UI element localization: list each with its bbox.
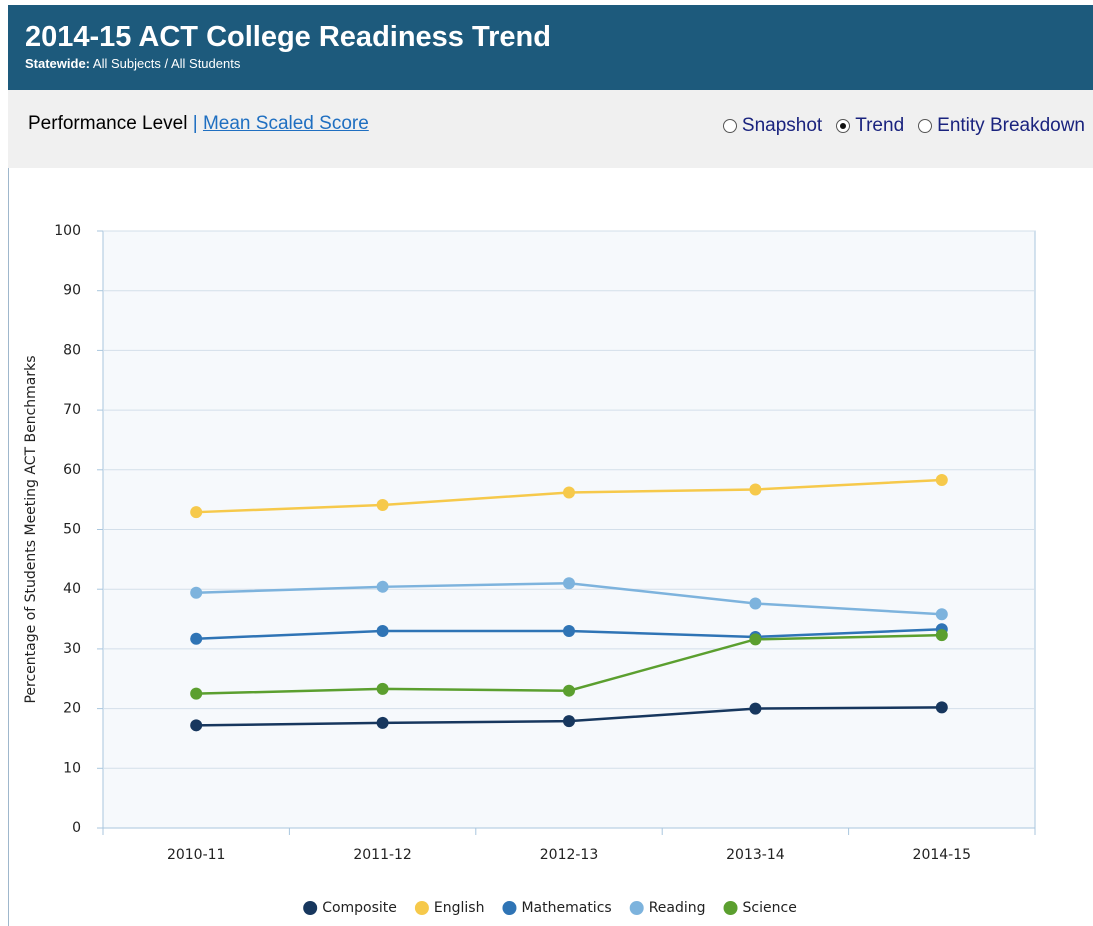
- data-point: [935, 629, 948, 642]
- y-tick-label: 60: [63, 462, 81, 478]
- y-tick-label: 50: [63, 522, 81, 538]
- data-point: [190, 632, 203, 645]
- data-point: [190, 586, 203, 599]
- radio-label[interactable]: Entity Breakdown: [937, 115, 1085, 136]
- data-point: [563, 577, 575, 590]
- legend-label: Science: [743, 900, 797, 916]
- legend-marker: [414, 901, 429, 915]
- data-point: [749, 633, 762, 646]
- legend: Composite English Mathematics Reading Scienc…: [303, 900, 797, 916]
- data-point: [563, 684, 575, 697]
- radio-option[interactable]: Entity Breakdown: [918, 115, 1085, 137]
- legend-label: English: [434, 900, 485, 916]
- frame-edge: [8, 168, 9, 926]
- legend-label: Composite: [322, 900, 397, 916]
- y-axis-label: Percentage of Students Meeting ACT Bench…: [23, 355, 39, 703]
- radio-dot[interactable]: [918, 119, 933, 133]
- subtitle: Statewide: All Subjects / All Students: [25, 56, 240, 71]
- data-point: [749, 597, 762, 610]
- view-links: Performance Level | Mean Scaled Score: [28, 113, 369, 135]
- data-point: [563, 715, 575, 728]
- radio-group: Snapshot Trend Entity Breakdown: [722, 115, 1085, 137]
- y-tick-label: 80: [63, 342, 81, 358]
- x-tick-label: 2010-11: [167, 847, 226, 863]
- x-tick-label: 2011-12: [353, 847, 412, 863]
- y-tick-label: 90: [63, 283, 81, 299]
- y-tick-label: 20: [63, 701, 81, 717]
- data-point: [935, 608, 948, 621]
- legend-marker: [502, 901, 517, 915]
- legend-marker: [303, 901, 318, 915]
- y-tick-label: 40: [63, 581, 81, 597]
- radio-option[interactable]: Snapshot: [722, 115, 823, 137]
- y-tick-label: 0: [72, 820, 81, 836]
- data-point: [376, 682, 389, 695]
- x-tick-label: 2012-13: [540, 847, 599, 863]
- data-point: [935, 701, 948, 714]
- data-point: [190, 687, 203, 700]
- data-point: [190, 506, 203, 519]
- radio-dot[interactable]: [722, 119, 737, 133]
- data-point: [563, 624, 575, 637]
- data-point: [376, 580, 389, 593]
- data-point: [190, 719, 203, 732]
- radio-option[interactable]: Trend: [836, 115, 904, 137]
- view-link[interactable]: Mean Scaled Score: [202, 113, 369, 134]
- x-tick-label: 2014-15: [913, 847, 972, 863]
- data-point: [376, 499, 389, 512]
- data-point: [749, 483, 762, 496]
- subtitle-label: Statewide:: [25, 56, 91, 71]
- data-point: [749, 702, 762, 715]
- toolbar: Performance Level | Mean Scaled Score Sn…: [8, 90, 1093, 168]
- data-point: [935, 473, 948, 486]
- data-point: [376, 716, 389, 729]
- data-point: [376, 624, 389, 637]
- header: 2014-15 ACT College Readiness Trend Stat…: [8, 5, 1093, 90]
- y-tick-label: 100: [54, 223, 81, 239]
- legend-label: Reading: [649, 900, 706, 916]
- current-view: Performance Level: [28, 113, 188, 134]
- separator: |: [192, 113, 198, 134]
- radio-label[interactable]: Trend: [855, 115, 905, 136]
- page-title: 2014-15 ACT College Readiness Trend: [25, 21, 551, 53]
- legend-marker: [723, 901, 738, 915]
- legend-label: Mathematics: [521, 900, 611, 916]
- y-tick-label: 10: [63, 760, 81, 776]
- y-tick-label: 30: [63, 641, 81, 657]
- radio-label[interactable]: Snapshot: [741, 115, 823, 136]
- y-tick-label: 70: [63, 402, 81, 418]
- data-point: [563, 486, 575, 499]
- legend-marker: [629, 901, 644, 915]
- x-tick-label: 2013-14: [726, 847, 785, 863]
- subtitle-text: All Subjects / All Students: [92, 56, 241, 71]
- radio-dot[interactable]: [836, 119, 851, 133]
